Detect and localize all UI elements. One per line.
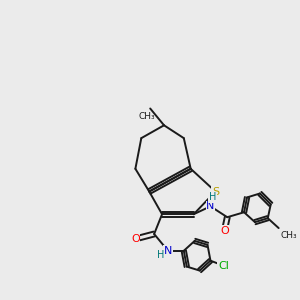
Text: N: N bbox=[164, 246, 172, 256]
Text: O: O bbox=[220, 226, 229, 236]
Text: O: O bbox=[131, 234, 140, 244]
Text: Cl: Cl bbox=[218, 261, 229, 271]
Text: H: H bbox=[209, 192, 216, 203]
Text: H: H bbox=[158, 250, 165, 260]
Text: CH₃: CH₃ bbox=[139, 112, 155, 122]
Text: S: S bbox=[212, 187, 219, 196]
Text: N: N bbox=[206, 201, 215, 211]
Text: CH₃: CH₃ bbox=[280, 231, 297, 240]
